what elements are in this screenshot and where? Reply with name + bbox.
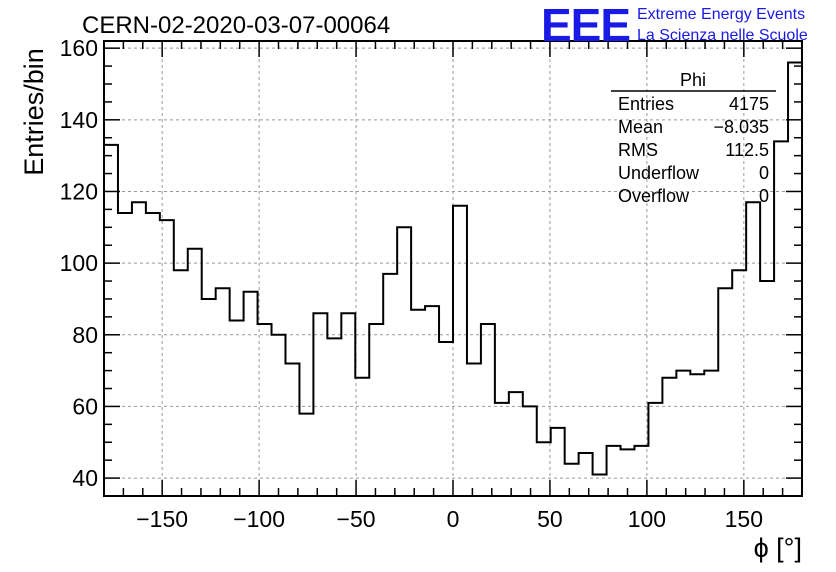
stats-name: Phi	[680, 70, 706, 90]
histogram-step-line	[104, 61, 802, 476]
x-tick-labels: −150 −100 −50 0 50 100 150	[136, 506, 763, 532]
y-tick-label: 160	[60, 35, 98, 61]
stats-value: 0	[759, 163, 769, 183]
x-tick-label: −150	[136, 506, 188, 532]
y-tick-label: 120	[60, 178, 98, 204]
chart-title: CERN-02-2020-03-07-00064	[82, 12, 390, 39]
y-tick-label: 100	[60, 250, 98, 276]
stats-label: Mean	[618, 117, 663, 137]
histogram-series	[104, 61, 802, 476]
eee-logo: EEE	[541, 0, 630, 51]
stats-value: 0	[759, 186, 769, 206]
logo-line-2: La Scienza nelle Scuole	[637, 27, 808, 44]
x-tick-label: −100	[233, 506, 285, 532]
x-tick-label: 150	[725, 506, 763, 532]
x-tick-label: 0	[447, 506, 460, 532]
x-tick-label: 100	[628, 506, 666, 532]
stats-box: Phi Entries 4175 Mean −8.035 RMS 112.5 Underfl…	[611, 70, 776, 206]
y-tick-label: 60	[72, 393, 98, 419]
x-tick-label: 50	[537, 506, 563, 532]
stats-value: 112.5	[725, 140, 769, 160]
y-tick-label: 40	[72, 465, 98, 491]
x-tick-label: −50	[337, 506, 376, 532]
y-tick-labels: 40 60 80 100 120 140 160	[60, 35, 98, 491]
axis-ticks	[104, 41, 802, 496]
stats-label: Entries	[618, 94, 674, 114]
stats-value: −8.035	[713, 117, 769, 137]
stats-label: RMS	[618, 140, 658, 160]
y-axis-title: Entries/bin	[19, 48, 49, 176]
y-tick-label: 140	[60, 107, 98, 133]
x-axis-title: ϕ [°]	[754, 533, 802, 563]
stats-label: Overflow	[618, 186, 690, 206]
y-tick-label: 80	[72, 322, 98, 348]
logo-line-1: Extreme Energy Events	[637, 6, 805, 23]
stats-value: 4175	[729, 94, 769, 114]
stats-label: Underflow	[618, 163, 700, 183]
